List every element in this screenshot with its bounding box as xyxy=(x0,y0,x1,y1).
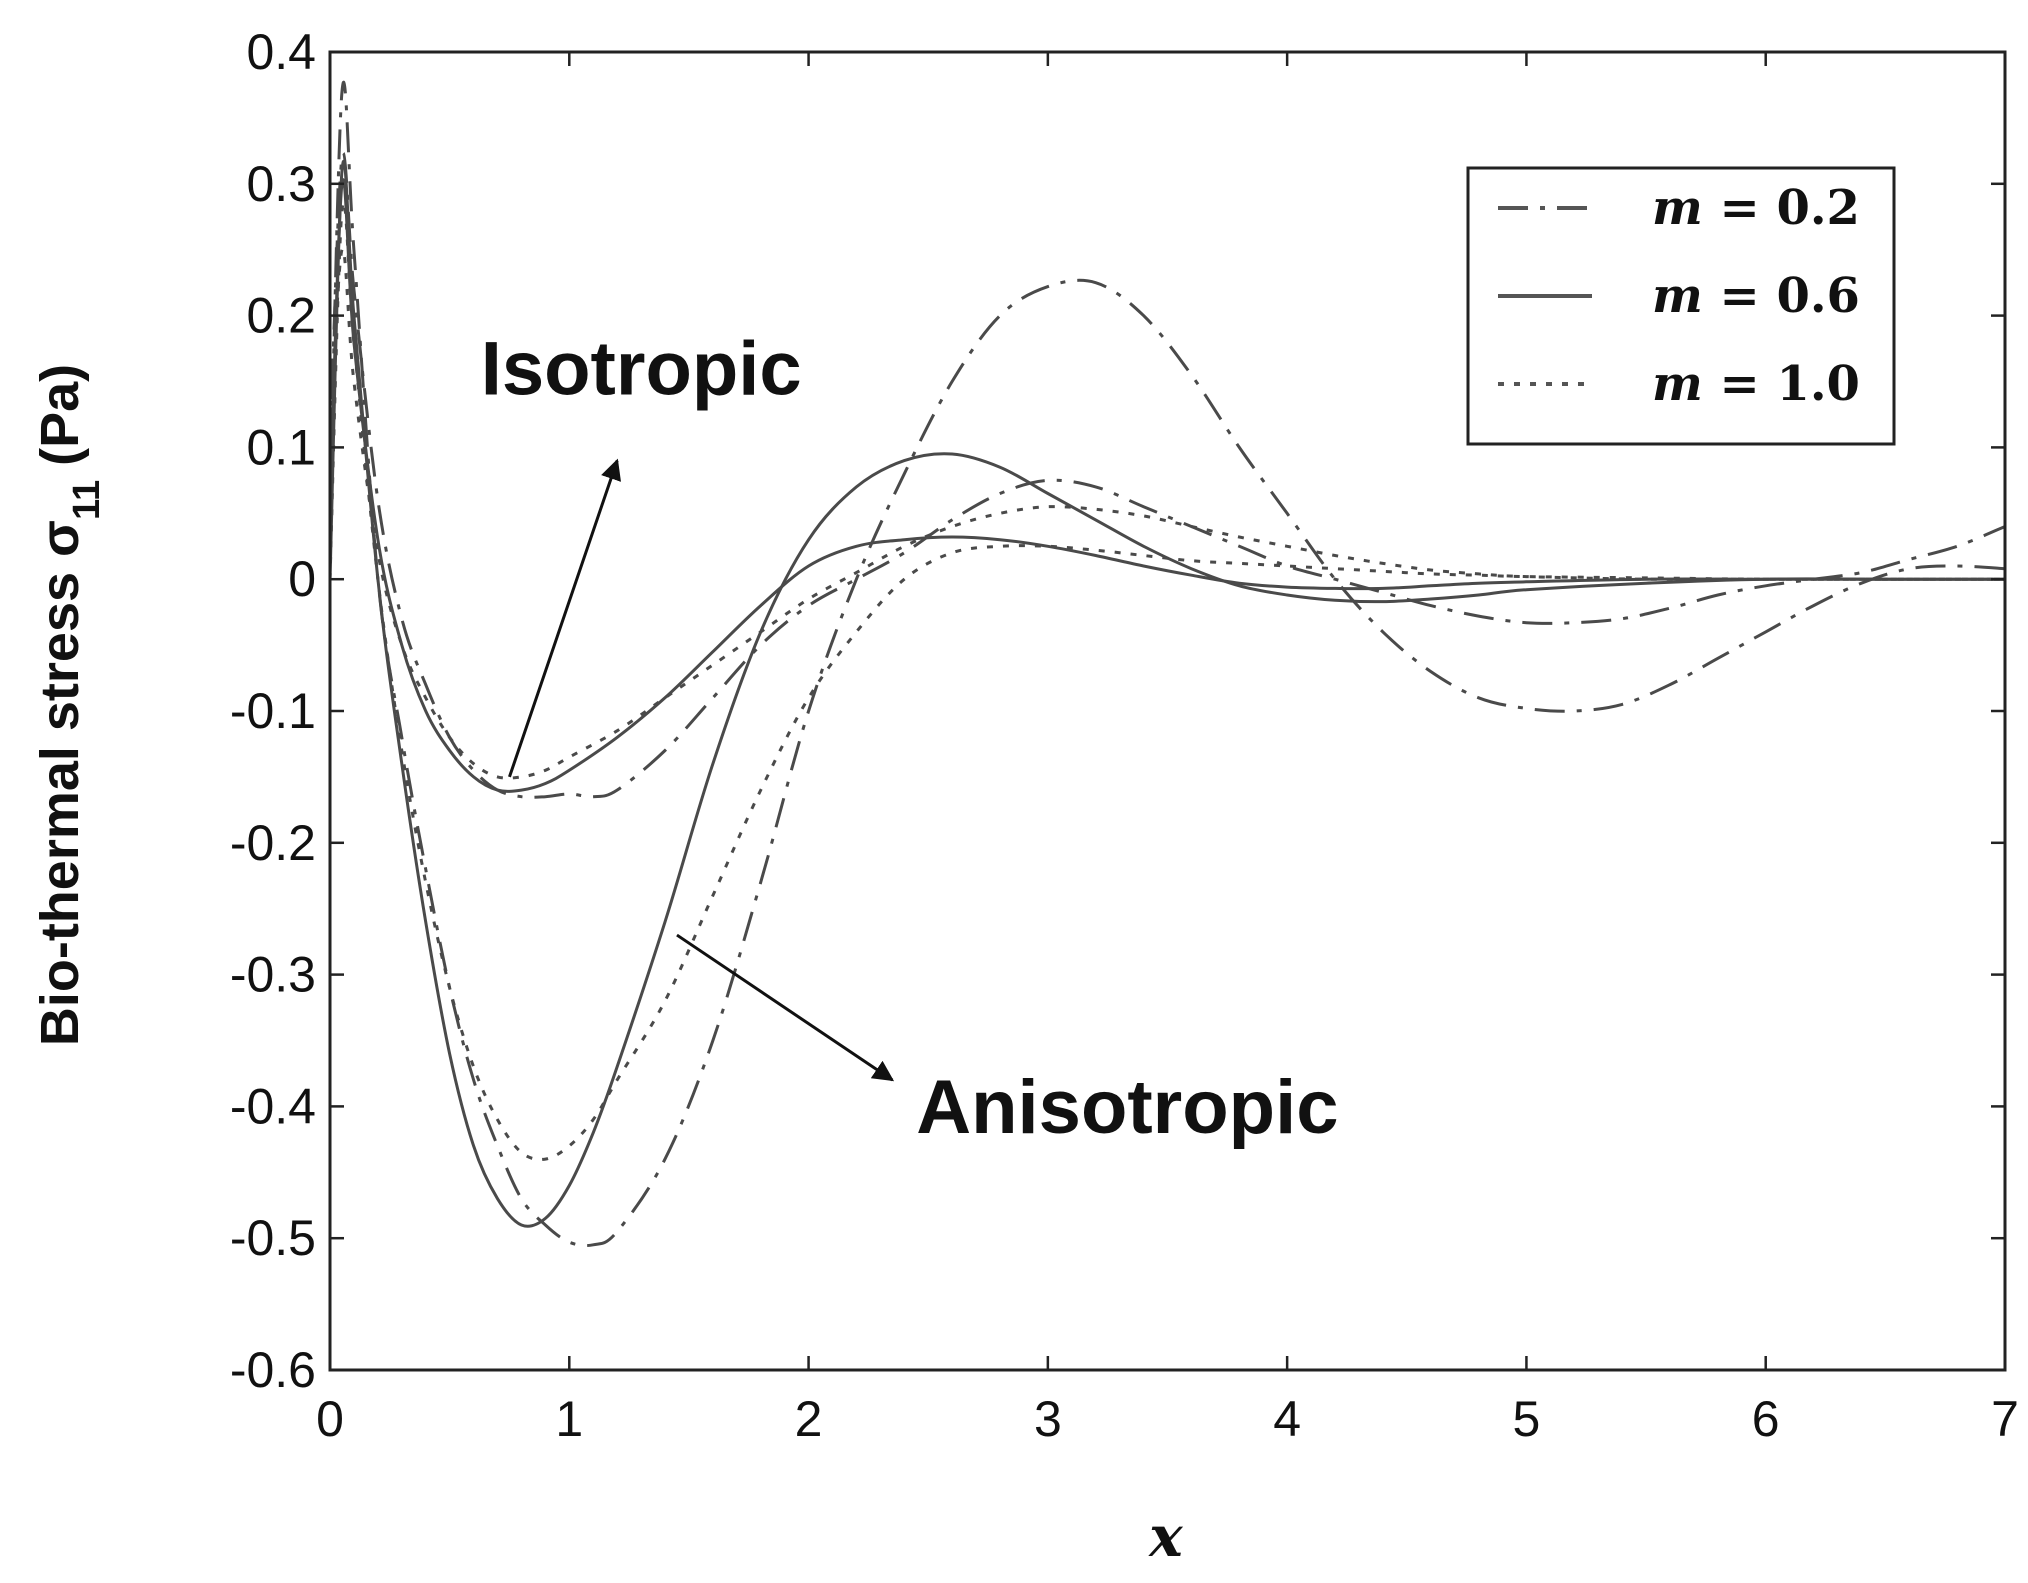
x-axis-title: x xyxy=(1148,1504,1183,1570)
y-tick-label: -0.5 xyxy=(230,1210,316,1266)
y-tick-label: 0.1 xyxy=(246,419,316,475)
y-tick-label: -0.6 xyxy=(230,1342,316,1398)
series-line-isotropic-solid xyxy=(328,178,2005,793)
series-line-anisotropic-dotted xyxy=(328,200,2005,1161)
series-layer xyxy=(328,80,2006,1248)
legend-label: m = 0.2 xyxy=(1652,180,1860,236)
series-line-anisotropic-solid xyxy=(328,159,2005,1228)
y-axis-title: Bio-thermal stress σ11(Pa) xyxy=(30,364,108,1046)
y-tick-label: -0.3 xyxy=(230,947,316,1003)
legend: m = 0.2 m = 0.6 m = 1.0 xyxy=(1466,166,1896,446)
tick-layer: 0 1 2 3 4 5 6 7 0.4 0.3 0.2 0.1 0 -0.1 -0.2 -0.3 -0.4 -0.… xyxy=(230,24,2019,1447)
legend-box xyxy=(1466,166,1896,446)
y-tick-label: 0.2 xyxy=(246,288,316,344)
y-tick-label: -0.2 xyxy=(230,815,316,871)
x-tick-label: 6 xyxy=(1752,1391,1780,1447)
x-tick-label: 0 xyxy=(316,1391,344,1447)
y-tick-label: 0.4 xyxy=(246,24,316,80)
x-tick-label: 7 xyxy=(1991,1391,2019,1447)
legend-label: m = 0.6 xyxy=(1652,268,1860,324)
x-tick-label: 2 xyxy=(795,1391,823,1447)
x-tick-label: 3 xyxy=(1034,1391,1062,1447)
annotation-arrow xyxy=(508,458,621,778)
legend-label: m = 1.0 xyxy=(1652,356,1860,412)
y-tick-label: -0.4 xyxy=(230,1078,316,1134)
series-line-isotropic-dotted xyxy=(328,247,2005,780)
y-tick-label: 0.3 xyxy=(246,156,316,212)
annotation-arrow xyxy=(676,933,895,1082)
x-tick-label: 1 xyxy=(555,1391,583,1447)
annotation-anisotropic: Anisotropic xyxy=(916,1065,1338,1150)
annotation-isotropic: Isotropic xyxy=(481,327,802,412)
y-tick-label: 0 xyxy=(288,551,316,607)
x-tick-label: 5 xyxy=(1513,1391,1541,1447)
y-tick-label: -0.1 xyxy=(230,683,316,739)
x-tick-label: 4 xyxy=(1273,1391,1301,1447)
annotation-layer: Isotropic Anisotropic xyxy=(481,327,1339,1150)
series-line-anisotropic-dashdot xyxy=(328,80,2006,1248)
